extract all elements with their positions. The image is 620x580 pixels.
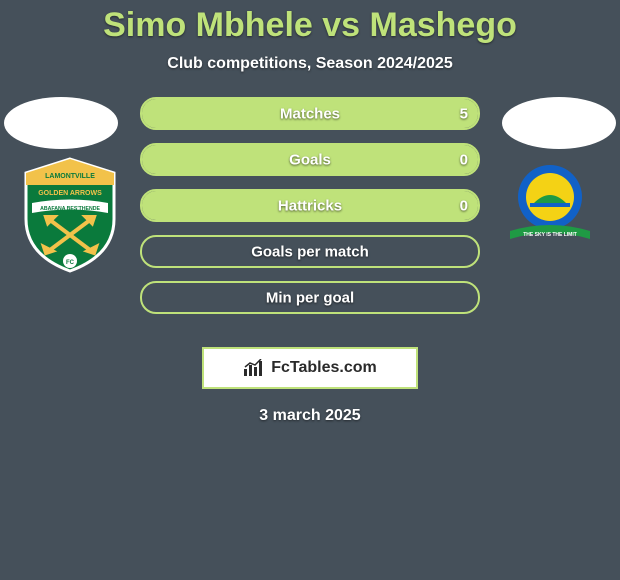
date-label: 3 march 2025 — [0, 407, 620, 425]
stat-bar-label: Goals per match — [142, 243, 478, 260]
svg-text:ABAFANA BES'THENDE: ABAFANA BES'THENDE — [40, 206, 100, 212]
svg-text:GOLDEN ARROWS: GOLDEN ARROWS — [38, 190, 102, 197]
stat-bar: Goals0 — [140, 143, 480, 176]
player-avatar-right — [502, 97, 616, 149]
player-avatar-left — [4, 97, 118, 149]
stat-bar: Goals per match — [140, 235, 480, 268]
fctables-text: FcTables.com — [271, 359, 377, 377]
bar-chart-icon — [243, 359, 265, 377]
root: Simo Mbhele vs Mashego Club competitions… — [0, 0, 620, 425]
svg-text:LAMONTVILLE: LAMONTVILLE — [45, 173, 95, 180]
stat-bar-label: Goals — [142, 151, 478, 168]
stat-bar: Matches5 — [140, 97, 480, 130]
stat-bar-label: Matches — [142, 105, 478, 122]
stat-bar-value-right: 0 — [460, 197, 468, 214]
page-title: Simo Mbhele vs Mashego — [0, 6, 620, 45]
fctables-badge: FcTables.com — [202, 347, 418, 389]
stat-bar-label: Hattricks — [142, 197, 478, 214]
stat-bar: Hattricks0 — [140, 189, 480, 222]
stat-bar-value-right: 5 — [460, 105, 468, 122]
stat-bar: Min per goal — [140, 281, 480, 314]
comparison-body: LAMONTVILLE GOLDEN ARROWS ABAFANA BES'TH… — [0, 97, 620, 327]
stat-bars: Matches5Goals0Hattricks0Goals per matchM… — [140, 97, 480, 314]
stat-bar-value-right: 0 — [460, 151, 468, 168]
svg-text:THE SKY IS THE LIMIT: THE SKY IS THE LIMIT — [523, 232, 577, 238]
club-crest-left: LAMONTVILLE GOLDEN ARROWS ABAFANA BES'TH… — [20, 157, 120, 273]
page-subtitle: Club competitions, Season 2024/2025 — [0, 55, 620, 73]
svg-text:FC: FC — [66, 260, 75, 266]
stat-bar-label: Min per goal — [142, 289, 478, 306]
club-crest-right: THE SKY IS THE LIMIT — [500, 157, 600, 247]
